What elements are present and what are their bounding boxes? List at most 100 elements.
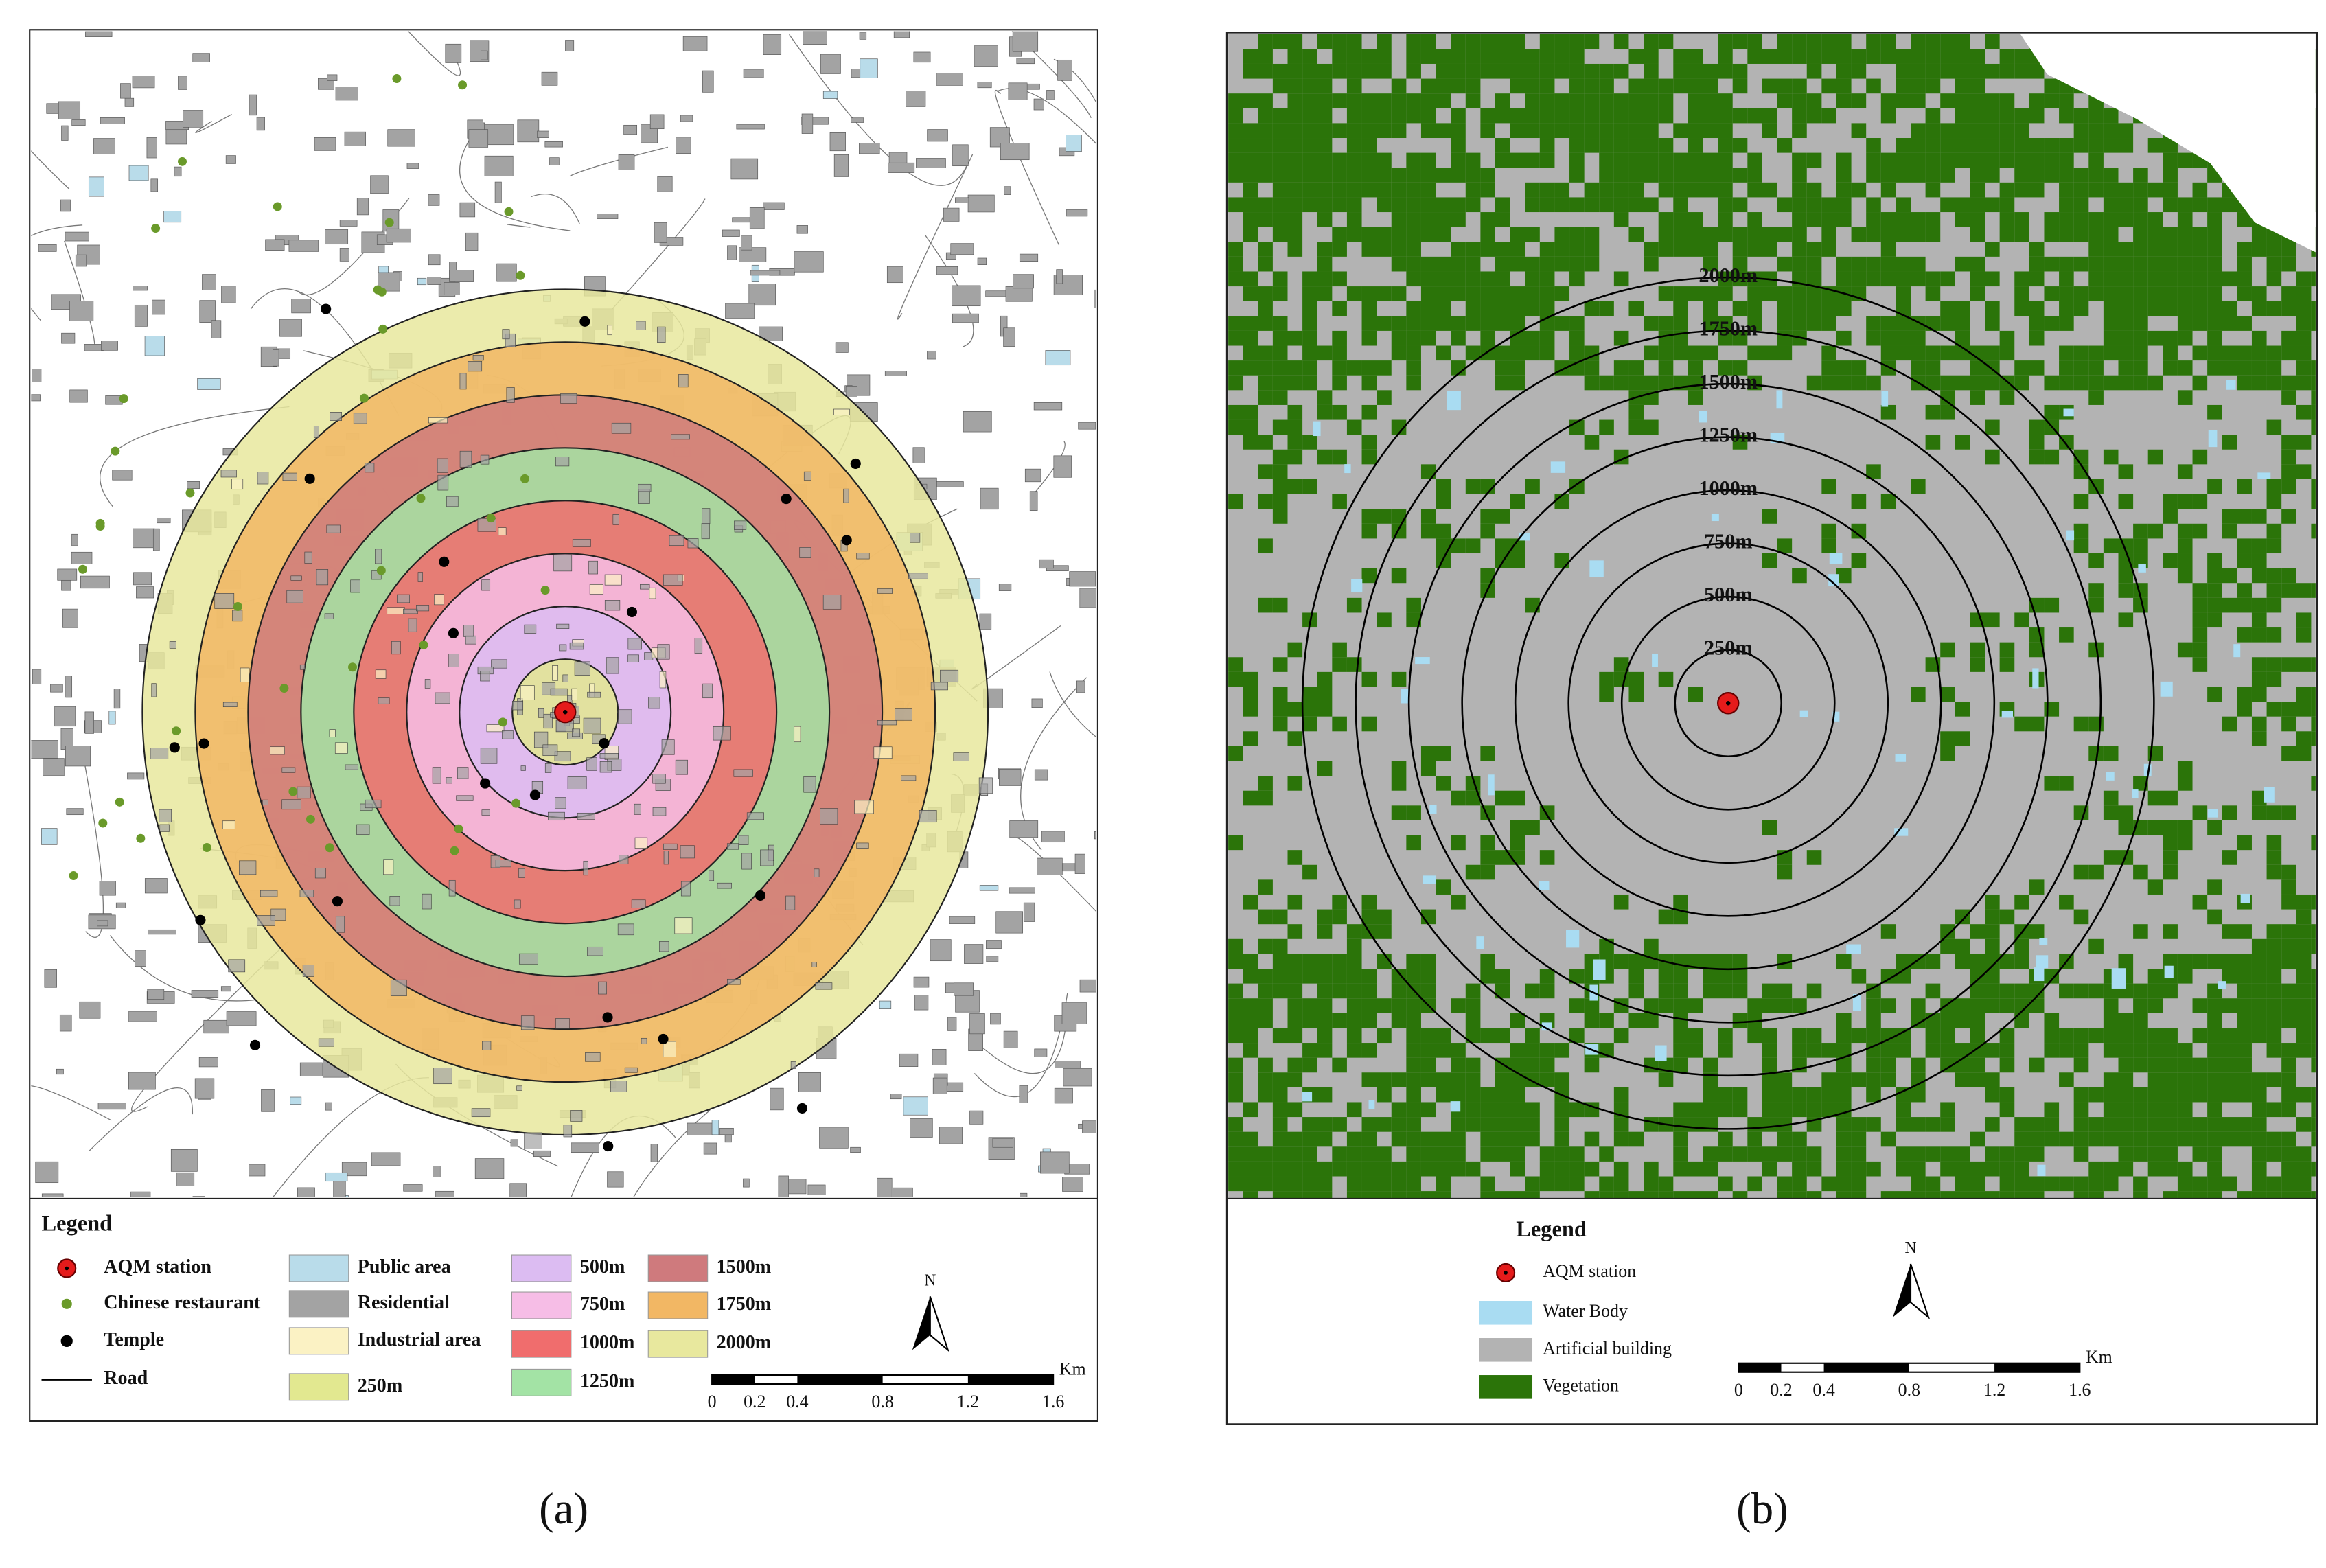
building [174,166,182,177]
building [652,774,666,784]
vegetation-cell [1554,1117,1570,1132]
vegetation-cell [2192,597,2208,613]
vegetation-cell [1420,1131,1436,1147]
vegetation-cell [1346,138,1362,153]
building [936,266,958,275]
vegetation-cell [1480,316,1495,331]
vegetation-cell [1940,152,1955,168]
vegetation-cell [1243,197,1258,213]
vegetation-cell [1258,286,1273,301]
vegetation-cell [1287,702,1303,717]
vegetation-cell [1228,271,1243,287]
vegetation-cell [2281,1013,2296,1028]
vegetation-cell [2222,509,2237,524]
building [222,702,238,708]
legend-label: 750m [580,1293,625,1315]
vegetation-cell [1955,1176,1970,1192]
vegetation-cell [1762,820,1777,835]
vegetation-cell [1940,168,1955,183]
vegetation-cell [2266,1028,2282,1044]
building [231,479,244,490]
vegetation-cell [1451,316,1466,331]
vegetation-cell [2222,1131,2237,1147]
building [444,282,460,295]
restaurant-marker [69,871,78,881]
vegetation-cell [1644,93,1659,108]
vegetation-cell [1688,168,1703,183]
building [383,859,394,875]
vegetation-cell [2073,1146,2089,1162]
vegetation-cell [2207,212,2222,227]
vegetation-cell [1792,301,1807,316]
vegetation-cell [1302,286,1317,301]
vegetation-cell [2251,330,2267,346]
water-cell [1852,993,1861,1011]
vegetation-cell [1377,1161,1392,1177]
vegetation-cell [1465,1102,1481,1118]
vegetation-cell [1851,1191,1867,1199]
vegetation-cell [1985,316,2000,331]
building [663,574,683,586]
vegetation-cell [1999,1176,2015,1192]
vegetation-cell [2088,256,2104,272]
vegetation-cell [1599,152,1614,168]
vegetation-cell [1851,93,1867,108]
vegetation-cell [1332,954,1347,969]
vegetation-cell [2251,360,2267,376]
vegetation-cell [1406,1191,1421,1199]
building [890,1094,902,1100]
vegetation-cell [2059,1176,2074,1192]
building [873,746,893,759]
vegetation-cell [1569,1161,1585,1177]
building [854,800,874,814]
vegetation-cell [2133,212,2148,227]
vegetation-cell [1658,34,1674,49]
vegetation-cell [2177,1102,2193,1118]
vegetation-cell [1258,597,1273,613]
vegetation-cell [2044,78,2060,94]
vegetation-cell [1644,1117,1659,1132]
water-cell [1832,711,1840,722]
vegetation-cell [1272,1176,1288,1192]
building [963,411,992,433]
vegetation-cell [1554,1102,1570,1118]
vegetation-cell [1420,182,1436,198]
restaurant-marker [78,564,87,574]
vegetation-cell [1880,494,1896,509]
scale-bar [967,1375,1054,1385]
vegetation-cell [2133,345,2148,361]
vegetation-cell [2177,1176,2193,1192]
vegetation-cell [1999,642,2015,658]
building [1057,59,1072,81]
vegetation-cell [1346,1176,1362,1192]
vegetation-cell [2073,108,2089,124]
building [657,644,670,660]
vegetation-cell [1317,1131,1333,1147]
vegetation-cell [2014,998,2029,1013]
vegetation-cell [2059,197,2074,213]
vegetation-cell [2266,479,2282,494]
vegetation-cell [1866,983,1881,999]
building [71,551,93,564]
vegetation-cell [2059,182,2074,198]
building [978,777,993,794]
vegetation-cell [1391,998,1407,1013]
vegetation-cell [1361,909,1377,925]
vegetation-cell [1911,998,1926,1013]
vegetation-cell [2147,301,2163,316]
building [1094,289,1096,308]
vegetation-cell [1302,1131,1317,1147]
vegetation-cell [1955,909,1970,925]
building [197,378,221,390]
vegetation-cell [1673,1013,1688,1028]
vegetation-cell [2163,1131,2178,1147]
vegetation-cell [2311,375,2316,391]
vegetation-cell [1287,108,1303,124]
vegetation-cell [1332,1161,1347,1177]
vegetation-cell [2281,1043,2296,1058]
building [913,976,930,988]
building [325,1172,348,1182]
building [833,154,849,177]
building [845,386,857,397]
temple-marker [796,1103,808,1114]
